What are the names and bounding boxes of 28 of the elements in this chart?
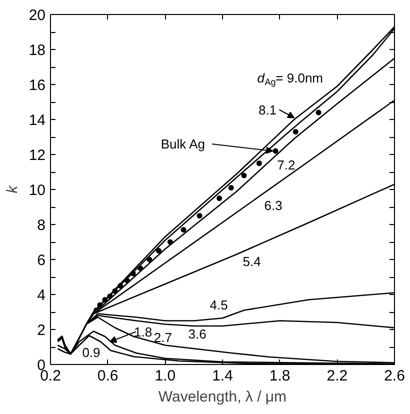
- y-tick-label: 4: [37, 287, 46, 304]
- y-tick-label: 10: [28, 182, 46, 199]
- y-tick-label: 20: [28, 7, 46, 24]
- y-tick-label: 2: [37, 322, 46, 339]
- annotation: 7.2: [277, 158, 296, 172]
- annotation: Bulk Ag: [160, 136, 205, 152]
- x-tick-label: 1.4: [212, 368, 233, 384]
- x-tick-label: 0.6: [97, 368, 118, 384]
- y-tick-label: 18: [28, 42, 46, 59]
- annotation: 6.3: [264, 198, 282, 213]
- annotation: 4.5: [210, 298, 228, 312]
- x-tick-label: 1.0: [154, 368, 176, 384]
- y-tick-label: 12: [28, 147, 46, 164]
- y-axis-title: k: [4, 184, 21, 194]
- y-tick-label: 14: [28, 112, 46, 129]
- y-tick-label: 6: [37, 252, 46, 269]
- annotation: 2.7: [154, 330, 172, 345]
- annotation: 5.4: [242, 254, 261, 269]
- annotation: 8.1: [258, 102, 277, 118]
- x-tick-label: 2.2: [326, 368, 348, 384]
- y-tick-label: 16: [28, 77, 46, 94]
- x-tick-label: 2.6: [384, 368, 405, 384]
- annotation: 3.6: [188, 326, 206, 342]
- annotation: 0.9: [82, 344, 100, 360]
- annotation: 1.8: [134, 324, 152, 340]
- x-axis-title: Wavelength, λ / μm: [158, 388, 287, 406]
- x-tick-label: 1.8: [269, 368, 290, 384]
- y-tick-label: 8: [37, 217, 46, 234]
